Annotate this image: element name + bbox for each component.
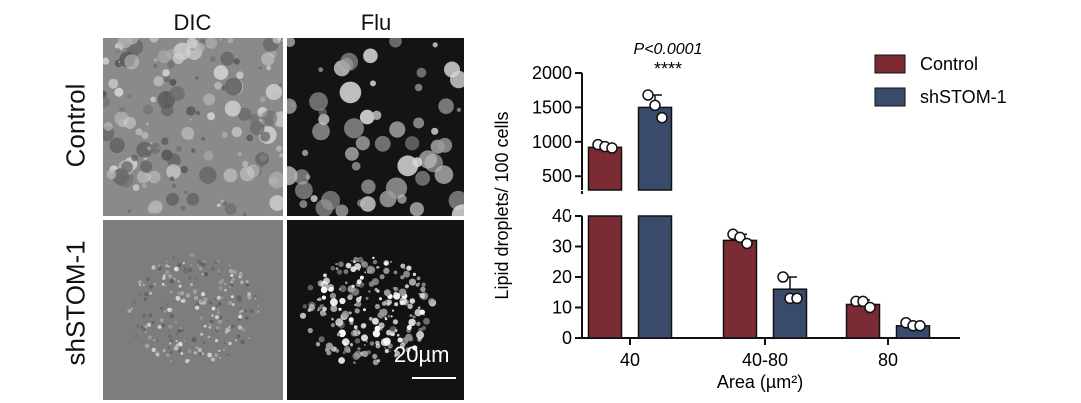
y-tick-label-upper-1: 1000 [532,132,572,152]
data-point-1-2-2 [914,320,926,332]
x-axis-label: Area (µm²) [717,372,803,392]
flu-shstom1-image: 20µm [287,220,464,400]
data-point-0-2-1 [857,295,869,308]
legend-swatch-1 [874,87,906,107]
bar-0-1 [722,239,758,339]
x-tick-label-0: 40 [620,350,640,370]
x-tick-label-2: 80 [878,350,898,370]
y-tick-label-lower-0: 0 [562,328,572,348]
dic-control-image [103,38,283,216]
legend-swatch-0 [874,54,906,74]
bar-0-0-lower [587,215,623,339]
row-label-control: Control [60,83,91,168]
bar-1-0-lower [637,215,673,339]
column-label-dic: DIC [173,10,212,35]
scale-bar [412,377,456,379]
y-axis-label: Lipid droplets/ 100 cells [492,111,512,299]
bar-0-0-upper [587,146,623,191]
y-tick-label-lower-1: 10 [552,298,572,318]
pvalue-label: P<0.0001 [634,41,703,58]
data-point-0-1-2 [741,237,753,250]
y-tick-label-lower-2: 20 [552,267,572,287]
significance-stars: **** [654,59,682,79]
data-point-0-0-2 [606,142,618,154]
row-label-shstom1: shSTOM-1 [60,240,91,366]
dic-shstom1-image [103,220,283,400]
legend-label-1: shSTOM-1 [920,87,1007,107]
scale-bar-label: 20µm [394,342,450,367]
axis-break-gap [570,191,948,215]
y-tick-label-upper-3: 2000 [532,63,572,83]
data-point-1-1-2 [791,292,803,305]
y-tick-label-upper-0: 500 [542,166,572,186]
data-point-1-0-1 [649,99,661,112]
data-point-1-1-0 [777,271,789,283]
data-point-1-0-2 [656,111,668,124]
data-point-1-0-0 [642,89,654,101]
y-tick-label-lower-3: 30 [552,237,572,257]
legend-label-0: Control [920,54,978,74]
y-tick-label-upper-2: 1500 [532,97,572,117]
x-tick-label-1: 40-80 [742,350,788,370]
lipid-droplet-bar-chart: 0 10 20 30 40 500 1000 1500 2000 40 40-80 80 Area (µ… [492,41,1007,392]
data-point-0-2-2 [864,301,876,314]
y-tick-label-lower-4: 40 [552,206,572,226]
data-point-0-1-1 [734,231,746,244]
column-label-flu: Flu [360,10,392,35]
flu-control-image [287,38,464,216]
